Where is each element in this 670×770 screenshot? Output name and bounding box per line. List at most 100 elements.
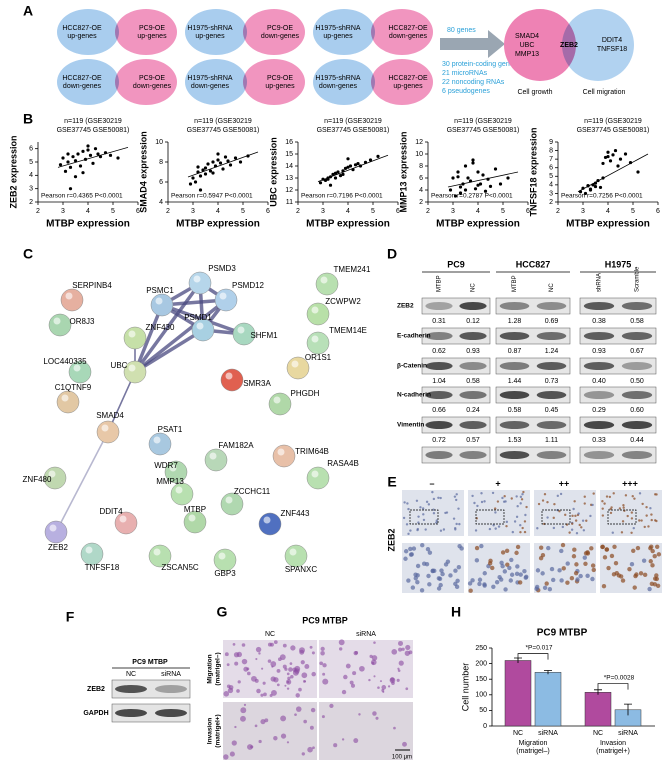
cell [286,687,290,690]
density-value: 0.45 [545,407,559,414]
cell [491,491,495,495]
cell [432,512,436,515]
point [608,159,613,163]
cell [488,527,492,531]
annotation: *P=0.0028 [604,674,635,681]
node-label: LOC440335 [43,357,87,366]
point [346,157,350,161]
node-label: ZNF430 [146,323,175,332]
trendline [317,154,389,182]
cell [422,513,425,516]
band [536,362,567,370]
point [376,154,380,158]
x-tick-label: 3 [581,208,585,215]
venn-label: PC9-OE [139,25,165,32]
point [201,168,205,172]
point [488,184,493,188]
venn-label: HCC827-OE [62,25,102,32]
group-label: (matrigel–) [516,748,549,755]
point [481,173,485,177]
venn-label: down-genes [191,83,230,90]
venn-genes: MMP13 [515,51,539,58]
node-label: ZCCHC11 [234,487,271,496]
point [493,167,498,171]
node-label: MTBP [184,505,206,514]
cell [320,650,325,656]
cell [487,561,493,566]
venn-circle [115,59,177,105]
cell [427,582,432,587]
node-highlight [153,436,161,444]
x-tick-label: 5 [241,208,245,215]
trendline [447,171,519,188]
cell [568,531,571,534]
cell [515,564,520,569]
cell [311,671,316,677]
point [198,174,203,178]
cell [650,548,655,554]
cell [312,746,315,750]
plot-title: n=119 (GSE30219 [454,118,512,125]
network-node [150,293,174,317]
point [456,175,460,179]
cell [301,672,308,679]
density-value: 1.44 [508,378,522,385]
cell [480,492,483,495]
row-label: ZEB2 [386,528,396,551]
network-node [268,392,292,416]
point [483,189,488,193]
cell [648,559,653,564]
y-tick-label: 2 [29,199,33,206]
cell [602,555,608,560]
cell [406,578,411,583]
cell [620,578,626,583]
node-label: PHGDH [291,389,320,398]
cell [540,571,545,576]
y-axis-label: Cell number [460,663,470,712]
point [333,176,338,180]
point [353,163,358,167]
node-highlight [193,275,201,283]
point [73,159,78,163]
cell [521,526,524,530]
band [425,362,453,370]
cell [474,529,478,532]
cell [501,496,504,500]
node-highlight [237,326,245,334]
point [196,165,200,169]
y-tick-label: 6 [419,175,423,182]
cell [439,496,442,500]
network-node [123,326,147,350]
cell [574,514,577,518]
point [211,160,215,164]
cell [260,693,264,697]
point [498,182,503,186]
band [621,451,653,459]
cell [551,577,556,583]
point [331,172,335,176]
cell [408,650,413,655]
point [203,172,208,176]
panel-label: E [387,474,396,490]
lane-label: MTBP [437,275,443,292]
cell [294,713,297,717]
density-value: 0.40 [592,378,606,385]
cell [515,495,518,498]
network-node [220,492,244,516]
point [58,163,63,167]
cell [415,563,421,569]
cell [260,719,266,725]
cell [630,531,633,534]
cell [638,519,641,522]
cell [307,746,313,753]
cell [511,530,515,534]
network-node [284,544,308,568]
x-tick-label: NC [593,730,603,737]
cell [519,502,522,505]
cell [477,577,483,582]
cell [228,685,234,690]
point [96,152,100,156]
cell [500,550,506,555]
cell [397,669,401,672]
cell [267,642,272,647]
